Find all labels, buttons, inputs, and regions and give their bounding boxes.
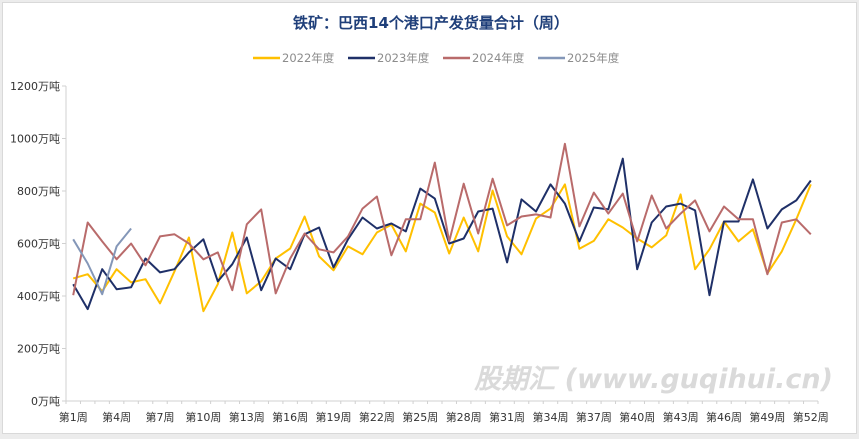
legend-label: 2022年度: [282, 51, 335, 65]
x-tick-label: 第31周: [489, 410, 525, 424]
y-tick-label: 0万吨: [31, 395, 60, 408]
x-tick-label: 第22周: [359, 410, 395, 424]
x-tick-label: 第13周: [229, 410, 265, 424]
y-tick-label: 600万吨: [17, 238, 60, 251]
y-tick-label: 1000万吨: [10, 133, 60, 146]
x-tick-label: 第43周: [663, 410, 699, 424]
x-tick-label: 第7周: [146, 410, 175, 424]
x-tick-label: 第10周: [185, 410, 221, 424]
legend: 2022年度 2023年度 2024年度 2025年度: [253, 51, 620, 65]
series-line-2022年度: [72, 183, 812, 313]
x-tick-label: 第46周: [706, 410, 742, 424]
x-tick-label: 第28周: [446, 410, 482, 424]
legend-label: 2024年度: [472, 51, 525, 65]
x-tick-label: 第34周: [532, 410, 568, 424]
x-tick-label: 第40周: [619, 410, 655, 424]
legend-label: 2025年度: [567, 51, 620, 65]
series-line-2024年度: [72, 142, 812, 296]
series-line-2025年度: [72, 227, 132, 296]
x-tick-label: 第49周: [749, 410, 785, 424]
x-tick-label: 第16周: [272, 410, 308, 424]
x-tick-label: 第25周: [402, 410, 438, 424]
y-tick-label: 200万吨: [17, 343, 60, 356]
chart-title: 铁矿：巴西14个港口产发货量合计（周）: [293, 14, 569, 32]
x-tick-label: 第19周: [316, 410, 352, 424]
x-tick-label: 第52周: [793, 410, 829, 424]
x-tick-label: 第4周: [102, 410, 131, 424]
chart-card: 铁矿：巴西14个港口产发货量合计（周） 2022年度 2023年度 2024年度 20…: [2, 2, 857, 434]
y-tick-label: 1200万吨: [10, 80, 60, 93]
legend-label: 2023年度: [377, 51, 430, 65]
watermark: 股期汇 (www.guqihui.cn): [473, 364, 833, 395]
series-lines: [72, 142, 812, 313]
line-chart: 铁矿：巴西14个港口产发货量合计（周） 2022年度 2023年度 2024年度 20…: [10, 14, 833, 424]
y-tick-label: 400万吨: [17, 290, 60, 303]
x-tick-label: 第1周: [59, 410, 88, 424]
x-tick-label: 第37周: [576, 410, 612, 424]
y-tick-label: 800万吨: [17, 185, 60, 198]
